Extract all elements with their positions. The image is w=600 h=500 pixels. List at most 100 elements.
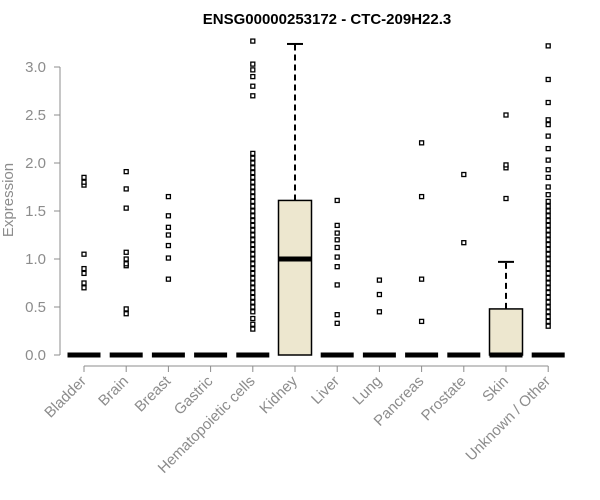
x-tick-label: Skin [479, 373, 512, 406]
box-kidney [277, 42, 313, 356]
outlier-point [545, 309, 551, 315]
x-tick-label: Liver [308, 373, 343, 408]
outlier-point [545, 99, 551, 106]
x-tick-label: Brain [95, 373, 132, 410]
box-skin [488, 112, 524, 358]
outlier-point [250, 304, 256, 310]
outlier-point [123, 256, 129, 262]
outlier-point [250, 241, 256, 248]
outlier-point [250, 93, 256, 99]
outlier-point [250, 285, 256, 291]
outlier-point [81, 251, 87, 257]
outlier-point [545, 318, 551, 325]
outlier-point [250, 189, 256, 195]
outlier-point [545, 232, 551, 238]
outlier-point [545, 167, 551, 173]
y-tick-label: 0.0 [25, 347, 46, 364]
box-hematopoietic-cells [236, 38, 270, 358]
x-tick-label: Kidney [256, 372, 301, 417]
outlier-point [250, 67, 256, 73]
outlier-point [545, 280, 551, 286]
outlier-point [545, 299, 551, 305]
box-lung [362, 277, 396, 358]
outlier-point [123, 261, 129, 267]
outlier-point [545, 251, 551, 257]
outlier-point [250, 174, 256, 181]
outlier-point [545, 203, 551, 209]
outlier-point [250, 256, 256, 262]
outlier-point [250, 160, 256, 166]
outlier-point [334, 282, 340, 288]
outlier-point [545, 265, 551, 272]
outlier-point [250, 61, 256, 67]
outlier-point [545, 145, 551, 152]
outlier-point [250, 227, 256, 233]
outlier-point [123, 205, 129, 211]
outlier-point [545, 304, 551, 310]
outlier-point [545, 285, 551, 291]
chart-title: ENSG00000253172 - CTC-209H22.3 [203, 11, 451, 28]
outlier-point [81, 265, 87, 272]
outlier-point [545, 237, 551, 243]
y-axis: 0.0 0.5 1.0 1.5 2.0 2.5 3.0 [25, 59, 61, 364]
box-pancreas [405, 140, 439, 358]
box-unknown-other [531, 43, 565, 358]
outlier-point [123, 168, 129, 175]
outlier-point [461, 171, 467, 178]
outlier-point [545, 157, 551, 163]
outlier-point [545, 217, 551, 224]
outlier-point [123, 306, 129, 312]
outlier-point [545, 275, 551, 281]
outlier-point [545, 174, 551, 181]
outlier-point [334, 254, 340, 260]
outlier-point [334, 222, 340, 229]
outlier-point [545, 323, 551, 329]
x-tick-label: Lung [350, 373, 386, 409]
y-tick-label: 2.0 [25, 155, 46, 172]
outlier-point [165, 224, 172, 230]
outlier-point [250, 83, 256, 89]
outlier-point [250, 213, 256, 219]
outlier-point [250, 38, 256, 44]
outlier-point [376, 277, 383, 283]
outlier-point [250, 261, 256, 267]
outlier-point [250, 222, 256, 229]
box-liver [320, 197, 354, 358]
outlier-point [545, 270, 551, 277]
outlier-point [545, 76, 551, 83]
outlier-point [503, 162, 509, 168]
y-tick-label: 1.0 [25, 251, 46, 268]
outlier-point [165, 242, 172, 249]
outlier-point [250, 150, 256, 157]
outlier-point [545, 117, 551, 123]
outlier-point [250, 217, 256, 224]
outlier-point [250, 280, 256, 286]
outlier-point [250, 289, 256, 296]
outlier-point [250, 321, 256, 327]
outlier-point [545, 241, 551, 248]
outlier-point [165, 232, 172, 238]
outlier-point [81, 285, 87, 291]
outlier-point [545, 213, 551, 219]
outlier-point [250, 193, 256, 200]
outlier-point [545, 227, 551, 233]
outlier-point [123, 186, 129, 192]
x-tick-label: Prostate [418, 373, 470, 425]
outlier-point [123, 249, 129, 255]
outlier-point [545, 246, 551, 253]
outlier-point [250, 155, 256, 161]
outlier-point [376, 309, 383, 315]
outlier-point [123, 311, 129, 317]
outlier-point [250, 275, 256, 281]
outlier-point [250, 208, 256, 214]
outlier-point [250, 251, 256, 257]
outlier-point [376, 291, 383, 298]
outlier-point [545, 184, 551, 190]
outlier-point [545, 121, 551, 128]
outlier-point [165, 255, 172, 261]
outlier-point [334, 237, 340, 243]
x-tick-label: Bladder [41, 373, 90, 422]
outlier-point [250, 309, 256, 315]
